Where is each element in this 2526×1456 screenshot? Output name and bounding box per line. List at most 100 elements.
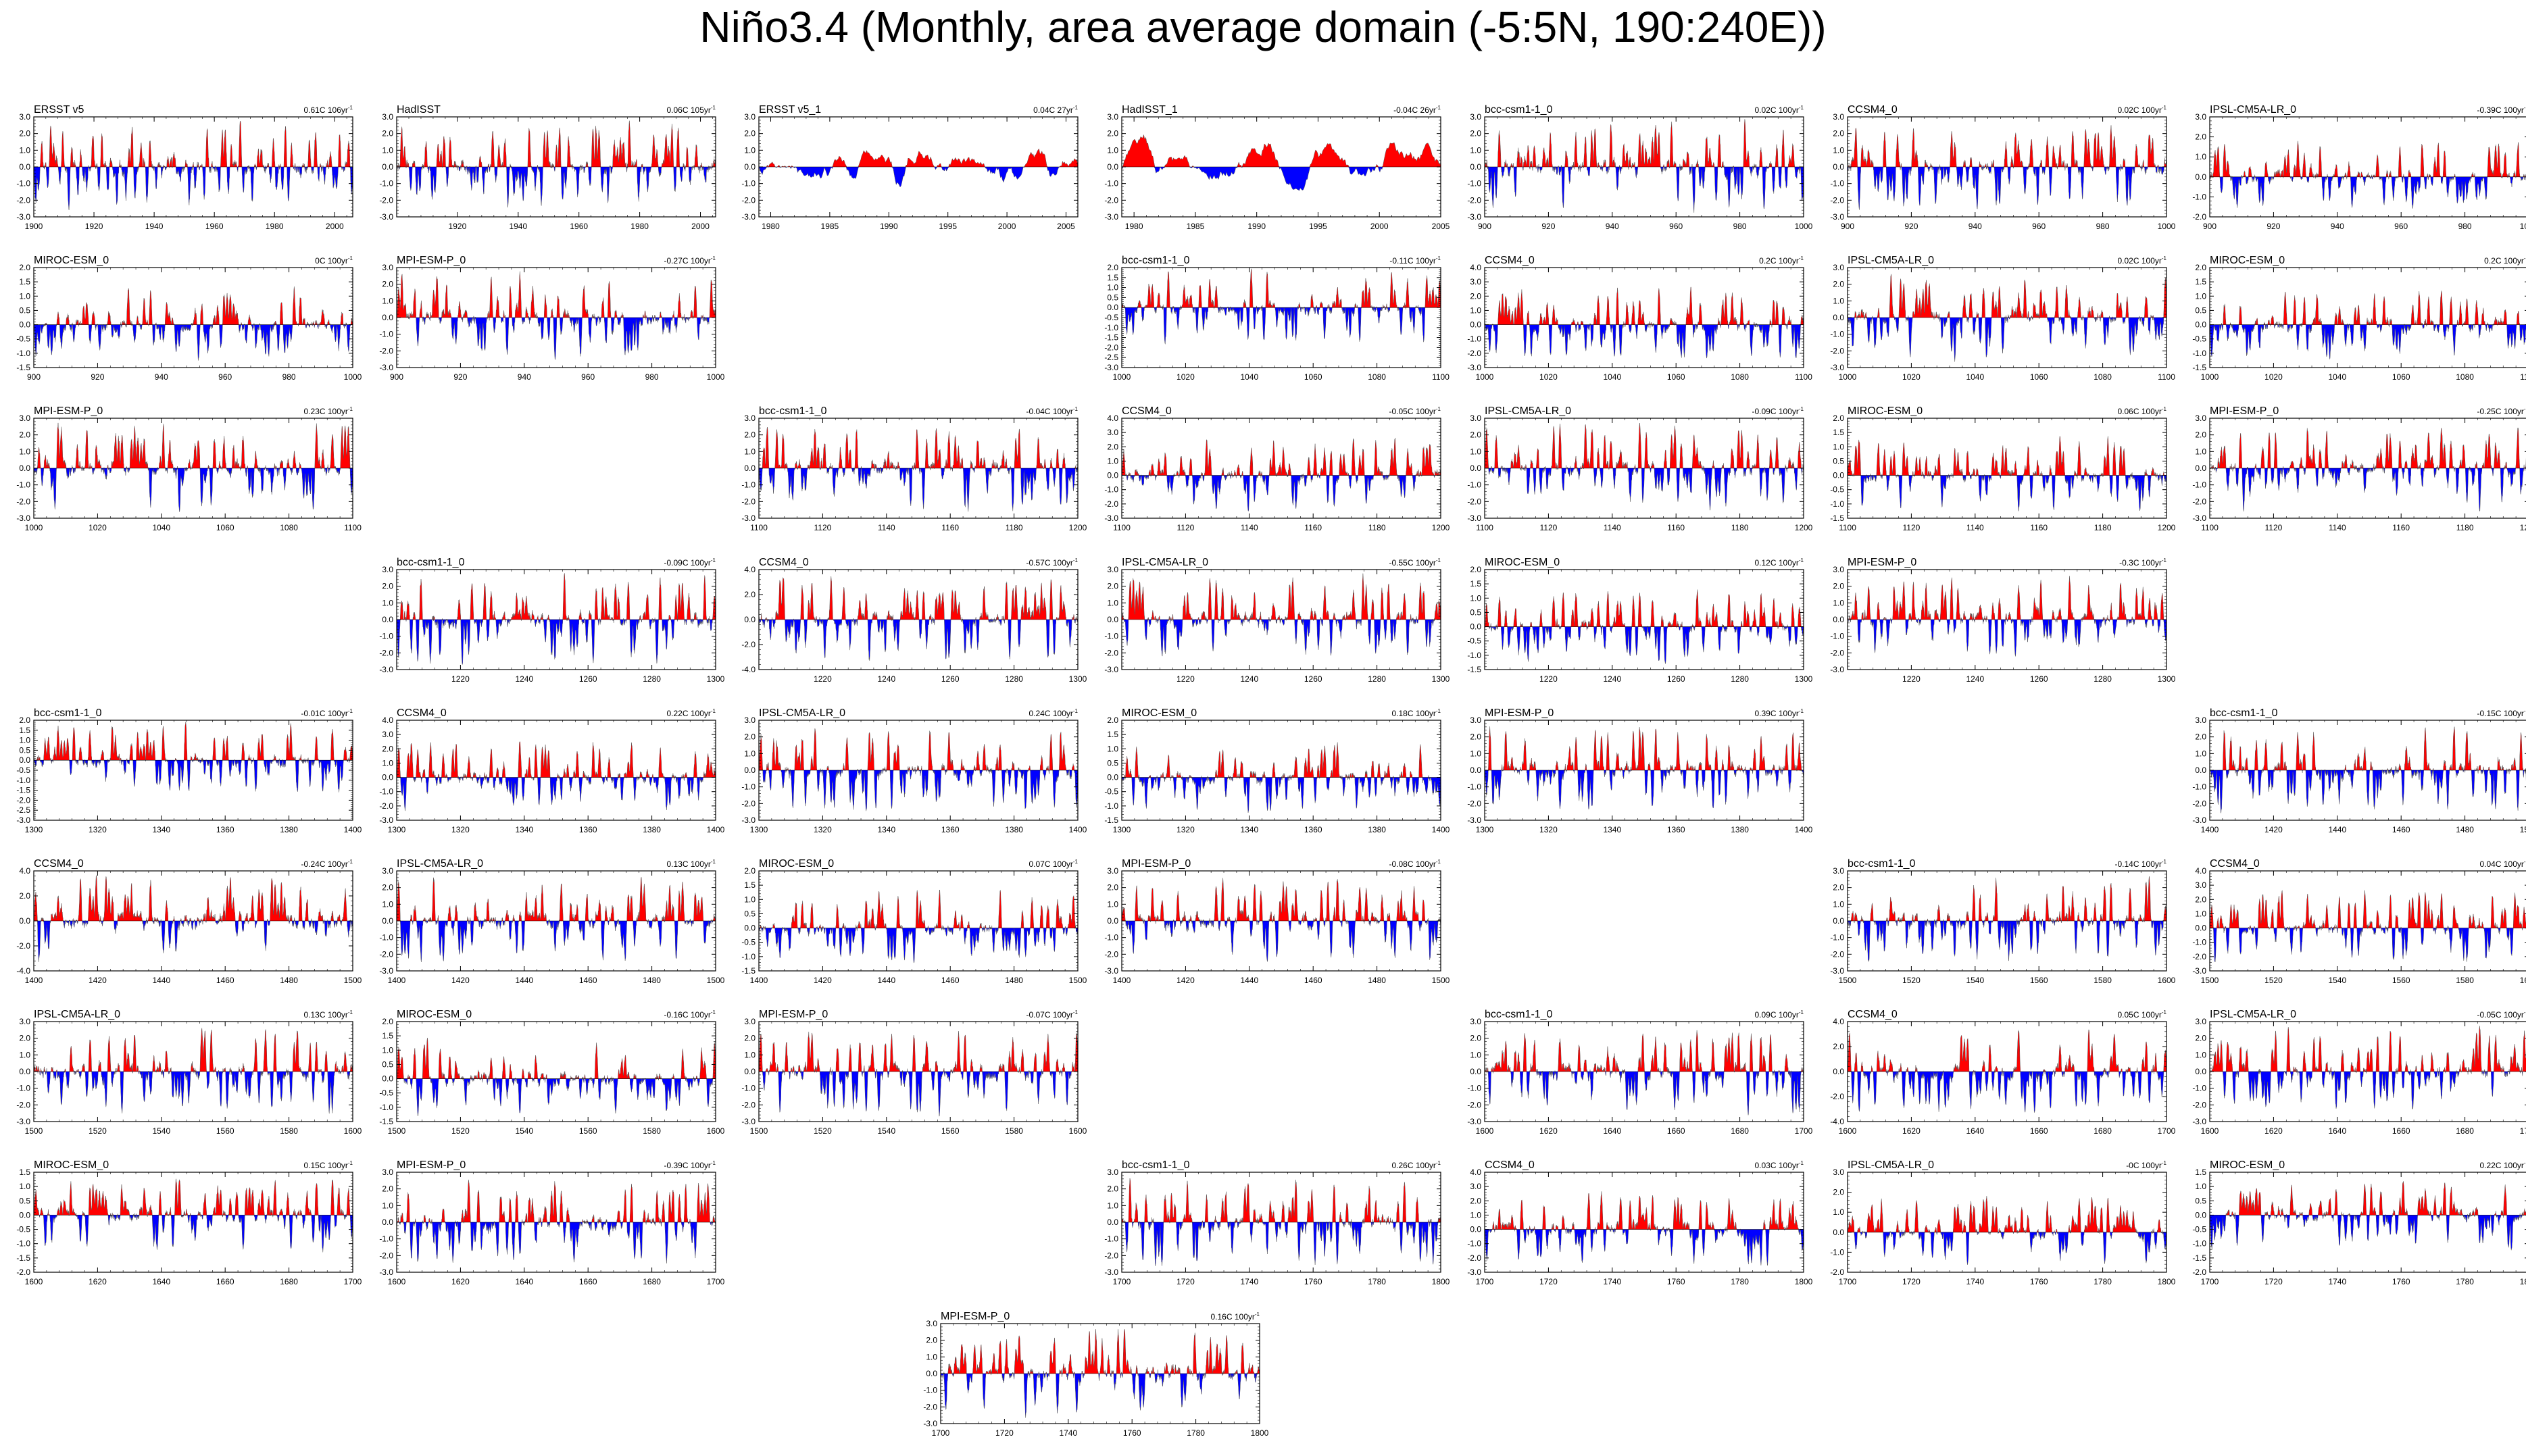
- nino34-panel: MPI-ESM-P_0 -0.25C 100yr-1 -3.0 -2.0 -1.0 0.0…: [2193, 405, 2526, 532]
- panel-series-name: IPSL-CM5A-LR_0: [1485, 405, 1571, 417]
- y-tick-label: -1.0: [16, 776, 30, 785]
- x-tick-label: 1020: [1902, 372, 1921, 382]
- panel-trend-label: 0C 100yr-1: [315, 255, 353, 266]
- y-tick-label: 3.0: [745, 112, 756, 122]
- negative-anomaly-area: [1484, 626, 1804, 663]
- x-tick-label: 1260: [941, 674, 960, 684]
- panel-trend-label: -0.01C 100yr-1: [301, 708, 353, 718]
- x-tick-label: 900: [1478, 222, 1491, 231]
- y-tick-label: 0.0: [19, 755, 30, 765]
- nino34-panel: bcc-csm1-1_0 -0.01C 100yr-1-3.0-2.5-2.0-1…: [16, 707, 362, 834]
- y-tick-label: 1.5: [19, 277, 30, 286]
- panel-series-name: HadISST_1: [1122, 104, 1178, 116]
- positive-anomaly-area: [1484, 119, 1804, 167]
- y-tick-label: 0.0: [1833, 471, 1844, 480]
- x-tick-label: 1060: [2029, 372, 2048, 382]
- x-tick-label: 1040: [2329, 372, 2347, 382]
- y-tick-label: -3.0: [1467, 513, 1481, 523]
- y-tick-label: 1.5: [1107, 730, 1118, 739]
- x-tick-label: 1100: [2520, 372, 2526, 382]
- y-tick-label: 2.0: [1833, 413, 1844, 423]
- y-tick-label: 3.0: [2196, 716, 2207, 725]
- panel-series-name: IPSL-CM5A-LR_0: [759, 707, 845, 719]
- y-tick-label: 1.0: [745, 447, 756, 457]
- x-tick-label: 1060: [216, 523, 234, 532]
- nino34-panel: bcc-csm1-1_0 -0.09C 100yr-1 -3.0 -2.0 -1.0 0.…: [379, 557, 724, 684]
- panel-series-name: CCSM4_0: [397, 707, 447, 719]
- y-tick-label: 0.0: [745, 765, 756, 775]
- plot-frame: [2209, 267, 2526, 368]
- y-tick-label: 0.0: [382, 313, 393, 322]
- x-tick-label: 2005: [1432, 222, 1450, 231]
- nino34-panel: bcc-csm1-1_0 -0.15C 100yr-1 -3.0 -2.0 -1.0 0.…: [2193, 707, 2526, 834]
- panel-series-name: HadISST: [397, 104, 441, 116]
- panel-series-name: bcc-csm1-1_0: [759, 405, 827, 417]
- x-tick-label: 1140: [878, 523, 895, 532]
- y-tick-label: -2.0: [2193, 212, 2207, 222]
- y-tick-label: 0.0: [382, 772, 393, 782]
- x-tick-label: 1320: [89, 825, 107, 834]
- panel-trend-label: 0.39C 100yr-1: [1754, 708, 1804, 718]
- anomaly-line: [1122, 438, 1441, 512]
- y-tick-label: -0.5: [2193, 334, 2207, 344]
- x-tick-label: 1990: [880, 222, 898, 231]
- panel-series-name: bcc-csm1-1_0: [34, 707, 102, 719]
- x-tick-label: 1380: [643, 825, 661, 834]
- y-tick-label: 4.0: [1107, 413, 1118, 423]
- anomaly-line: [1484, 423, 1804, 511]
- y-tick-label: 0.5: [1107, 758, 1118, 768]
- y-tick-label: 2.0: [2196, 430, 2207, 440]
- positive-anomaly-area: [1484, 286, 1804, 325]
- x-tick-label: 1040: [1603, 372, 1621, 382]
- x-tick-label: 1000: [1475, 372, 1493, 382]
- nino34-panel: bcc-csm1-1_0 0.02C 100yr-1 -3.0 -2.0 -1.0 0.0…: [1467, 104, 1812, 231]
- y-tick-label: 1.0: [382, 758, 393, 768]
- x-tick-label: 1980: [266, 222, 284, 231]
- x-tick-label: 1240: [1966, 674, 1984, 684]
- x-tick-label: 1000: [2157, 222, 2175, 231]
- positive-anomaly-area: [2210, 291, 2526, 325]
- nino34-panel: HadISST_1 -0.04C 26yr-1 -3.0 -2.0 -1.0 0.0 1.0…: [1104, 104, 1450, 231]
- negative-anomaly-area: [1122, 619, 1441, 656]
- anomaly-line: [1122, 742, 1441, 813]
- y-tick-label: -3.0: [379, 212, 393, 222]
- y-tick-label: 0.0: [2196, 463, 2207, 473]
- y-tick-label: 3.0: [19, 112, 30, 122]
- x-tick-label: 1000: [1794, 222, 1812, 231]
- x-tick-label: 1380: [1006, 825, 1024, 834]
- y-tick-label: 2.0: [1470, 129, 1481, 139]
- anomaly-line: [1484, 589, 1804, 664]
- x-tick-label: 1120: [2265, 523, 2283, 532]
- y-tick-label: -1.0: [1104, 323, 1118, 332]
- panel-trend-label: -0.11C 100yr-1: [1389, 255, 1441, 266]
- panel-trend-label: -0.09C 100yr-1: [1752, 406, 1804, 416]
- x-tick-label: 940: [1968, 222, 1981, 231]
- y-tick-label: -3.0: [1104, 363, 1118, 372]
- x-tick-label: 1160: [942, 523, 960, 532]
- x-tick-label: 920: [2267, 222, 2281, 231]
- x-tick-label: 900: [2203, 222, 2217, 231]
- y-tick-label: 1.0: [1107, 283, 1118, 293]
- y-tick-label: 2.0: [382, 280, 393, 289]
- y-tick-label: 0.0: [1833, 615, 1844, 624]
- x-tick-label: 1300: [1113, 825, 1131, 834]
- y-tick-label: 1.0: [1470, 145, 1481, 155]
- x-tick-label: 1980: [762, 222, 781, 231]
- y-tick-label: 1.0: [1470, 749, 1481, 758]
- x-tick-label: 1960: [570, 222, 588, 231]
- y-tick-label: 0.0: [1470, 622, 1481, 631]
- panel-trend-label: -0.04C 26yr-1: [1393, 105, 1441, 115]
- y-tick-label: 1.0: [1470, 447, 1481, 457]
- positive-anomaly-area: [2210, 726, 2526, 770]
- y-tick-label: -1.0: [742, 782, 756, 791]
- panel-trend-label: -0.27C 100yr-1: [664, 255, 716, 266]
- y-tick-label: -0.5: [1830, 485, 1844, 495]
- y-tick-label: -1.0: [379, 330, 393, 339]
- negative-anomaly-area: [1847, 167, 2166, 210]
- y-tick-label: -1.0: [2193, 782, 2207, 791]
- nino34-panel: CCSM4_0 -0.24C 100yr-1-4.0-2.00.02.04.014…: [16, 858, 362, 985]
- negative-anomaly-area: [759, 619, 1079, 661]
- x-tick-label: 1920: [448, 222, 466, 231]
- x-tick-label: 1340: [152, 825, 170, 834]
- x-tick-label: 1985: [1187, 222, 1205, 231]
